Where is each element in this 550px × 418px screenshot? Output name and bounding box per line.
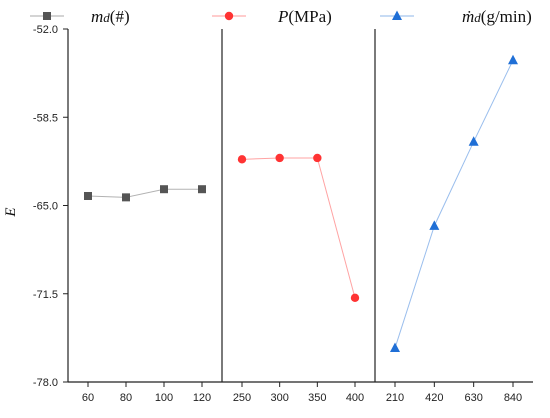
legend-label: md(#): [91, 7, 130, 26]
x-tick-label: 250: [233, 392, 251, 404]
x-tick-label: 350: [308, 392, 326, 404]
series-line: [394, 60, 514, 349]
series-0: 60 80 100 120: [82, 185, 211, 404]
data-point: [122, 193, 130, 202]
y-axis-title: E: [3, 207, 19, 217]
x-tick-label: 420: [425, 392, 443, 404]
data-point: [390, 342, 400, 353]
x-tick-label: 300: [270, 392, 288, 404]
series-line: [87, 188, 202, 198]
chart-panels: 60 80 100 120 250 300 350 400 210 420 630 840: [68, 29, 533, 404]
legend-label: P(MPa): [277, 7, 332, 26]
x-tick-label: 210: [386, 392, 404, 404]
x-tick-label: 80: [120, 392, 132, 404]
y-tick-label: -58.5: [33, 112, 58, 124]
data-point: [275, 153, 284, 163]
legend-marker: [392, 10, 402, 20]
data-point: [350, 293, 360, 303]
legend-label: ṁd(g/min): [462, 7, 532, 26]
data-point: [237, 155, 247, 164]
data-point: [429, 220, 440, 230]
series-line: [241, 157, 356, 298]
legend: md(#) P(MPa) ṁd(g/min): [30, 7, 532, 26]
y-axis: -52.0 -58.5 -65.0 -71.5 -78.0: [33, 24, 69, 389]
y-tick-label: -52.0: [33, 24, 58, 36]
legend-marker: [224, 11, 234, 21]
y-tick-label: -78.0: [33, 377, 58, 389]
data-point: [508, 54, 518, 65]
data-point: [468, 136, 479, 146]
y-tick-label: -71.5: [33, 289, 58, 301]
x-tick-label: 400: [346, 392, 364, 404]
data-point: [313, 153, 322, 163]
y-tick-label: -65.0: [33, 201, 58, 213]
series-1: 250 300 350 400: [233, 153, 364, 404]
data-point: [198, 185, 206, 194]
x-tick-label: 840: [504, 392, 522, 404]
x-tick-label: 60: [82, 392, 94, 404]
data-point: [160, 185, 168, 194]
data-point: [84, 191, 92, 200]
x-tick-label: 100: [155, 392, 173, 404]
series-2: 210 420 630 840: [386, 54, 522, 404]
x-tick-label: 120: [193, 392, 211, 404]
x-tick-label: 630: [464, 392, 482, 404]
legend-marker: [43, 12, 51, 20]
